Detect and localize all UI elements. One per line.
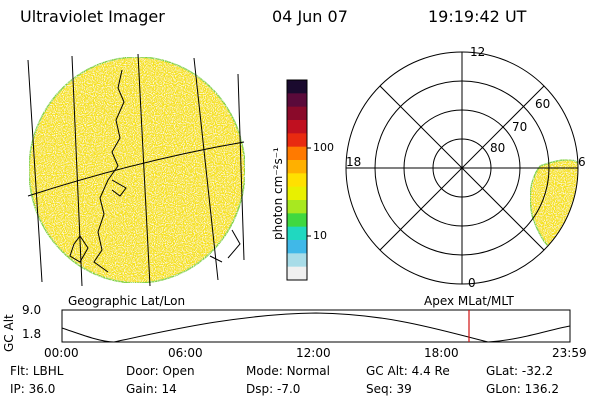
colorbar-band — [287, 160, 307, 174]
colorbar-band — [287, 226, 307, 241]
colorbar-band — [287, 173, 307, 188]
colorbar-band — [287, 146, 307, 161]
colorbar-band — [287, 213, 307, 228]
geo-panel-label: Geographic Lat/Lon — [68, 294, 186, 308]
colorbar — [286, 79, 311, 281]
altitude-xtick-1800: 18:00 — [424, 346, 459, 360]
altitude-plot-frame — [61, 309, 571, 343]
altitude-ytick-min: 1.8 — [22, 327, 42, 341]
colorbar-band — [287, 120, 307, 134]
geographic-image — [27, 53, 246, 287]
status-filter: Flt: LBHL — [10, 364, 64, 378]
altitude-plot — [61, 309, 571, 343]
status-mode: Mode: Normal — [246, 364, 330, 378]
status-ip: IP: 36.0 — [10, 382, 56, 396]
mlt-label-0: 0 — [468, 276, 476, 290]
lat-label-80: 80 — [490, 141, 506, 155]
mlt-label-18: 18 — [346, 155, 362, 169]
colorbar-band — [287, 93, 307, 108]
polar-panel-label: Apex MLat/MLT — [424, 294, 514, 308]
altitude-xtick-1200: 12:00 — [296, 346, 331, 360]
colorbar-unit-label: photon cm⁻²s⁻¹ — [271, 147, 285, 240]
status-glat: GLat: -32.2 — [486, 364, 553, 378]
colorbar-band — [287, 200, 307, 214]
mlt-label-6: 6 — [578, 155, 586, 169]
polar-grid — [345, 51, 579, 285]
mlt-label-12: 12 — [470, 45, 486, 59]
altitude-xtick-0600: 06:00 — [168, 346, 203, 360]
latitude-line — [27, 141, 245, 197]
status-door: Door: Open — [126, 364, 195, 378]
status-dsp: Dsp: -7.0 — [246, 382, 301, 396]
colorbar-band — [287, 186, 307, 201]
colorbar-tick-10: 10 — [313, 229, 327, 242]
altitude-xtick-2359: 23:59 — [552, 346, 587, 360]
altitude-curve — [61, 312, 571, 343]
altitude-xtick-0000: 00:00 — [44, 346, 79, 360]
instrument-title: Ultraviolet Imager — [20, 7, 165, 26]
longitude-lines — [27, 53, 245, 287]
colorbar-band — [287, 253, 307, 268]
colorbar-band — [287, 133, 307, 148]
status-seq: Seq: 39 — [366, 382, 412, 396]
coastline — [69, 69, 241, 273]
colorbar-frame — [286, 79, 308, 281]
altitude-ytick-max: 9.0 — [22, 303, 42, 317]
colorbar-band — [287, 80, 307, 94]
status-glon: GLon: 136.2 — [486, 382, 559, 396]
colorbar-band — [287, 240, 307, 254]
date-label: 04 Jun 07 — [272, 7, 348, 26]
colorbar-band — [287, 266, 307, 281]
colorbar-tick-100: 100 — [313, 141, 334, 154]
lat-label-60: 60 — [535, 97, 551, 111]
earth-disk — [28, 56, 246, 284]
status-gc-alt: GC Alt: 4.4 Re — [366, 364, 450, 378]
altitude-axis-title: GC Alt — [2, 314, 16, 352]
time-label: 19:19:42 UT — [428, 7, 527, 26]
lat-label-70: 70 — [512, 120, 528, 134]
status-gain: Gain: 14 — [126, 382, 177, 396]
colorbar-band — [287, 106, 307, 121]
